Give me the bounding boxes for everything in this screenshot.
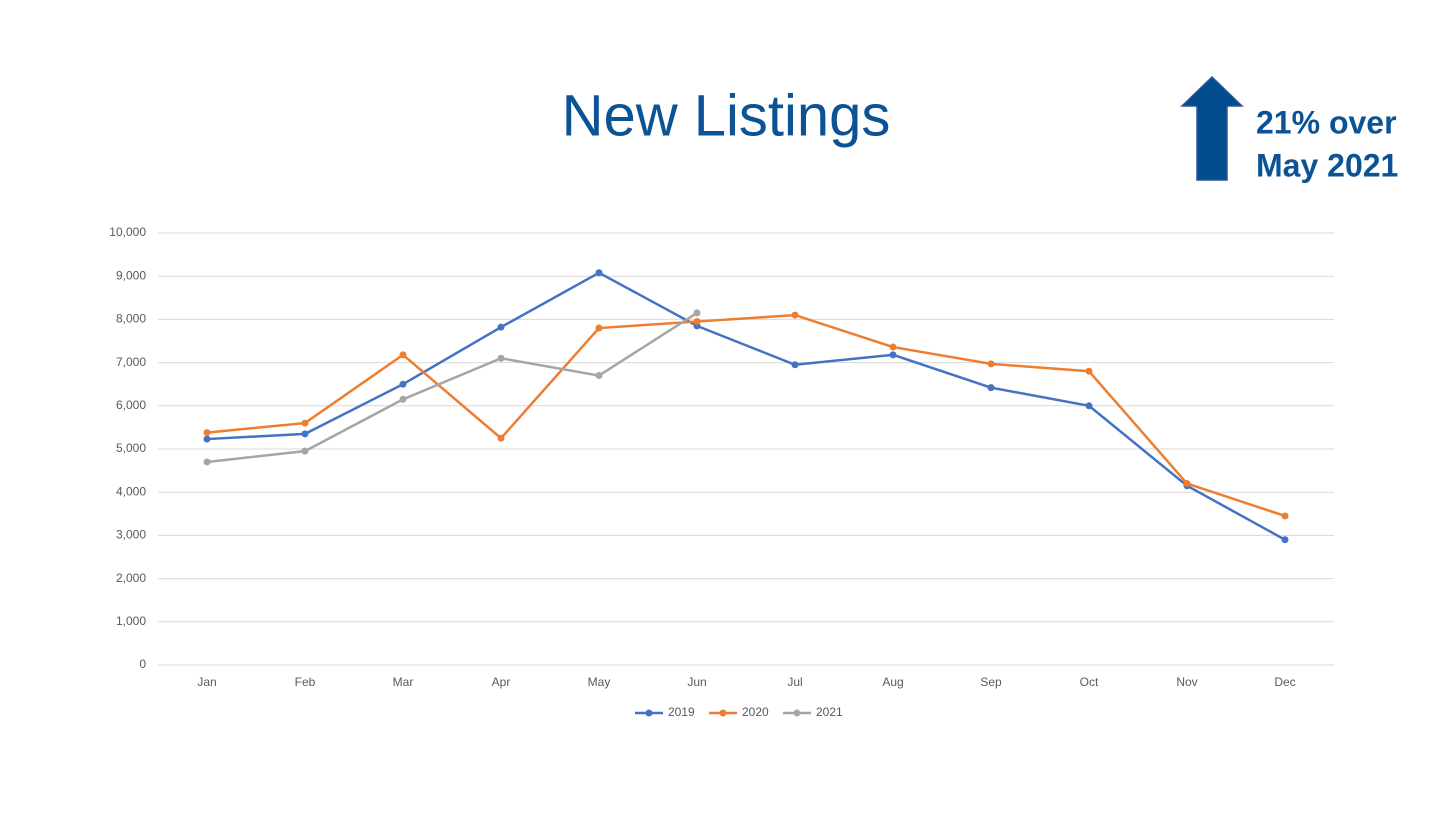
data-point <box>889 351 897 359</box>
y-tick-label: 5,000 <box>116 441 146 455</box>
y-tick-label: 0 <box>139 657 146 671</box>
x-tick-label: Nov <box>1176 675 1197 689</box>
x-tick-label: Oct <box>1080 675 1099 689</box>
data-point <box>399 351 407 359</box>
x-tick-label: May <box>588 675 611 689</box>
data-point <box>889 343 897 351</box>
legend-marker <box>645 709 653 717</box>
data-point <box>791 311 799 319</box>
x-tick-label: Feb <box>295 675 316 689</box>
y-tick-label: 2,000 <box>116 571 146 585</box>
data-point <box>595 372 603 380</box>
data-point <box>987 384 995 392</box>
y-tick-label: 4,000 <box>116 484 146 498</box>
data-point <box>301 430 309 438</box>
data-point <box>497 434 505 442</box>
legend-label: 2020 <box>742 705 769 719</box>
y-tick-label: 6,000 <box>116 398 146 412</box>
data-point <box>693 318 701 326</box>
up-arrow <box>1180 75 1244 181</box>
x-tick-label: Jun <box>687 675 706 689</box>
data-point <box>1281 536 1289 544</box>
legend-marker <box>793 709 801 717</box>
data-point <box>497 323 505 331</box>
data-point <box>301 419 309 427</box>
data-point <box>595 269 603 277</box>
series-line <box>206 311 698 464</box>
y-tick-label: 10,000 <box>109 225 146 239</box>
data-point <box>1281 512 1289 520</box>
legend-marker <box>719 709 727 717</box>
data-point <box>203 435 211 443</box>
data-point <box>1085 402 1093 410</box>
data-point <box>497 354 505 362</box>
legend-label: 2021 <box>816 705 843 719</box>
x-tick-label: Mar <box>393 675 414 689</box>
x-tick-label: Jan <box>197 675 216 689</box>
data-point <box>399 395 407 403</box>
x-tick-label: Dec <box>1274 675 1295 689</box>
y-tick-label: 7,000 <box>116 355 146 369</box>
legend-label: 2019 <box>668 705 695 719</box>
x-tick-label: Aug <box>882 675 903 689</box>
annotation: May 2021 <box>1256 147 1398 183</box>
chart-title: New Listings <box>562 83 891 148</box>
data-point <box>203 429 211 437</box>
data-point <box>693 309 701 317</box>
x-tick-label: Jul <box>787 675 802 689</box>
x-tick-label: Sep <box>980 675 1002 689</box>
series-line <box>206 271 1286 541</box>
data-point <box>595 324 603 332</box>
x-tick-label: Apr <box>492 675 511 689</box>
annotation: 21% over <box>1256 104 1397 140</box>
y-tick-label: 8,000 <box>116 312 146 326</box>
y-tick-label: 3,000 <box>116 528 146 542</box>
y-tick-label: 1,000 <box>116 614 146 628</box>
data-point <box>203 458 211 466</box>
y-tick-label: 9,000 <box>116 268 146 282</box>
data-point <box>791 361 799 369</box>
data-point <box>301 447 309 455</box>
data-point <box>1085 367 1093 375</box>
data-point <box>1183 480 1191 488</box>
series-line <box>206 313 1286 518</box>
data-point <box>987 360 995 368</box>
data-point <box>399 380 407 388</box>
